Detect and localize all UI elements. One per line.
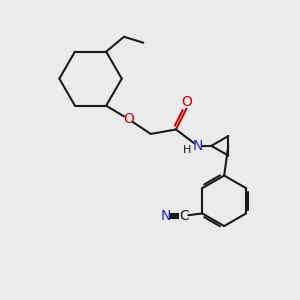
Text: C: C	[179, 209, 189, 223]
Text: O: O	[182, 95, 192, 109]
Text: N: N	[160, 209, 171, 223]
Text: N: N	[192, 139, 203, 153]
Text: H: H	[183, 145, 191, 155]
Text: O: O	[123, 112, 134, 126]
